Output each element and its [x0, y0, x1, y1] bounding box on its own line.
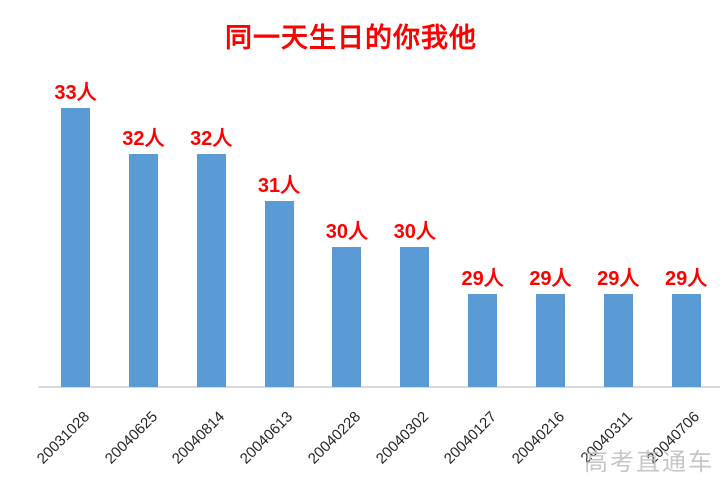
bar-value-label: 31人	[257, 175, 301, 197]
bar-value-label: 30人	[393, 221, 436, 243]
bar	[128, 154, 158, 387]
x-tick-label: 20040216	[508, 408, 568, 468]
x-tick-label: 20040302	[372, 408, 433, 468]
bar-value-label: 32人	[122, 128, 165, 150]
bar-value-label: 29人	[529, 268, 572, 290]
bar	[671, 294, 701, 387]
x-tick-label: 20040228	[304, 408, 365, 468]
bar	[400, 247, 430, 387]
x-tick-label: 20040706	[644, 408, 704, 468]
x-axis-line	[38, 386, 720, 388]
bar-value-label: 30人	[325, 221, 369, 243]
bar-value-label: 33人	[54, 82, 97, 104]
x-tick-label: 20040625	[101, 408, 161, 468]
bar	[535, 294, 565, 387]
bar	[61, 108, 90, 387]
bar	[196, 154, 226, 387]
x-tick-label: 20040311	[577, 408, 636, 467]
bar-value-label: 29人	[665, 268, 708, 290]
bar	[468, 294, 498, 387]
x-tick-label: 20040127	[440, 408, 500, 468]
x-tick-label: 20031028	[33, 408, 93, 468]
chart-title: 同一天生日的你我他	[225, 23, 477, 53]
bar	[603, 294, 633, 387]
x-tick-label: 20040814	[169, 408, 229, 468]
x-tick-label: 20040613	[237, 408, 297, 468]
bar-value-label: 32人	[190, 128, 233, 150]
bar	[332, 247, 362, 387]
bar-value-label: 29人	[597, 268, 640, 290]
bar	[264, 201, 294, 387]
bar-value-label: 29人	[461, 268, 504, 290]
